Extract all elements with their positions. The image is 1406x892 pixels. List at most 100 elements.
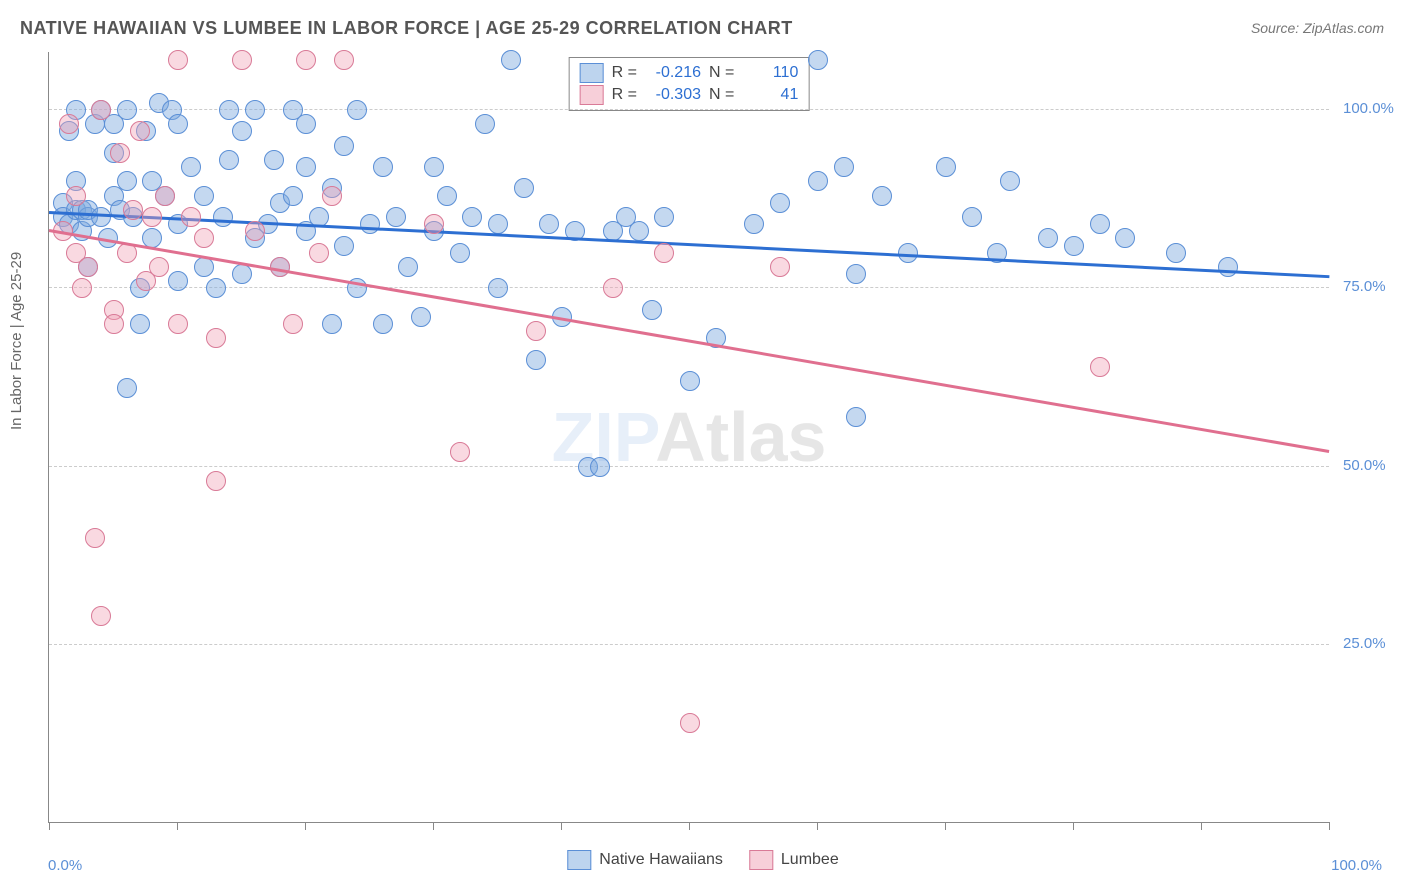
data-point (411, 307, 431, 327)
data-point (219, 100, 239, 120)
x-axis-min: 0.0% (48, 857, 82, 874)
data-point (245, 221, 265, 241)
stat-r-a: -0.216 (645, 64, 701, 82)
data-point (450, 442, 470, 462)
data-point (194, 186, 214, 206)
gridline (49, 466, 1329, 467)
data-point (526, 350, 546, 370)
x-tick (433, 822, 434, 830)
legend-label-b: Lumbee (781, 851, 839, 869)
data-point (962, 207, 982, 227)
stat-n-b: 41 (742, 86, 798, 104)
stats-box: R = -0.216 N = 110 R = -0.303 N = 41 (569, 57, 810, 111)
data-point (642, 300, 662, 320)
plot-area: ZIPAtlas R = -0.216 N = 110 R = -0.303 N… (48, 52, 1329, 823)
data-point (232, 121, 252, 141)
data-point (110, 143, 130, 163)
data-point (373, 314, 393, 334)
data-point (59, 114, 79, 134)
data-point (680, 713, 700, 733)
legend-swatch-b-icon (749, 850, 773, 870)
x-axis-max: 100.0% (1331, 857, 1382, 874)
x-tick (1201, 822, 1202, 830)
x-tick (561, 822, 562, 830)
data-point (309, 243, 329, 263)
data-point (91, 606, 111, 626)
data-point (117, 171, 137, 191)
source-label: Source: ZipAtlas.com (1251, 20, 1384, 36)
data-point (898, 243, 918, 263)
data-point (72, 278, 92, 298)
data-point (168, 114, 188, 134)
data-point (386, 207, 406, 227)
data-point (846, 407, 866, 427)
x-tick (945, 822, 946, 830)
watermark-atlas: Atlas (655, 398, 826, 476)
data-point (245, 100, 265, 120)
data-point (539, 214, 559, 234)
data-point (475, 114, 495, 134)
y-tick-label: 50.0% (1343, 457, 1386, 474)
data-point (590, 457, 610, 477)
y-tick-label: 25.0% (1343, 635, 1386, 652)
data-point (130, 121, 150, 141)
data-point (117, 378, 137, 398)
data-point (296, 114, 316, 134)
gridline (49, 109, 1329, 110)
data-point (872, 186, 892, 206)
data-point (219, 150, 239, 170)
x-tick (305, 822, 306, 830)
data-point (194, 228, 214, 248)
data-point (437, 186, 457, 206)
data-point (347, 100, 367, 120)
data-point (168, 271, 188, 291)
stat-r-label: R = (612, 86, 637, 104)
data-point (808, 171, 828, 191)
data-point (744, 214, 764, 234)
legend-item-a: Native Hawaiians (567, 850, 723, 870)
x-tick (817, 822, 818, 830)
data-point (846, 264, 866, 284)
data-point (334, 136, 354, 156)
data-point (398, 257, 418, 277)
trend-line (49, 229, 1330, 453)
swatch-b-icon (580, 85, 604, 105)
data-point (296, 50, 316, 70)
stats-row-a: R = -0.216 N = 110 (580, 62, 799, 84)
data-point (104, 314, 124, 334)
data-point (168, 50, 188, 70)
data-point (629, 221, 649, 241)
data-point (462, 207, 482, 227)
data-point (360, 214, 380, 234)
data-point (206, 278, 226, 298)
x-tick (177, 822, 178, 830)
data-point (168, 314, 188, 334)
data-point (232, 50, 252, 70)
data-point (181, 207, 201, 227)
bottom-legend: Native Hawaiians Lumbee (567, 850, 838, 870)
data-point (770, 257, 790, 277)
stat-n-label: N = (709, 86, 734, 104)
data-point (149, 257, 169, 277)
data-point (232, 264, 252, 284)
data-point (654, 243, 674, 263)
data-point (1218, 257, 1238, 277)
data-point (296, 157, 316, 177)
data-point (155, 186, 175, 206)
data-point (78, 257, 98, 277)
data-point (334, 236, 354, 256)
x-tick (1329, 822, 1330, 830)
data-point (680, 371, 700, 391)
data-point (424, 214, 444, 234)
data-point (91, 100, 111, 120)
data-point (936, 157, 956, 177)
data-point (283, 186, 303, 206)
data-point (181, 157, 201, 177)
data-point (1115, 228, 1135, 248)
stat-r-b: -0.303 (645, 86, 701, 104)
stat-r-label: R = (612, 64, 637, 82)
data-point (322, 314, 342, 334)
x-tick (689, 822, 690, 830)
data-point (264, 150, 284, 170)
data-point (488, 214, 508, 234)
